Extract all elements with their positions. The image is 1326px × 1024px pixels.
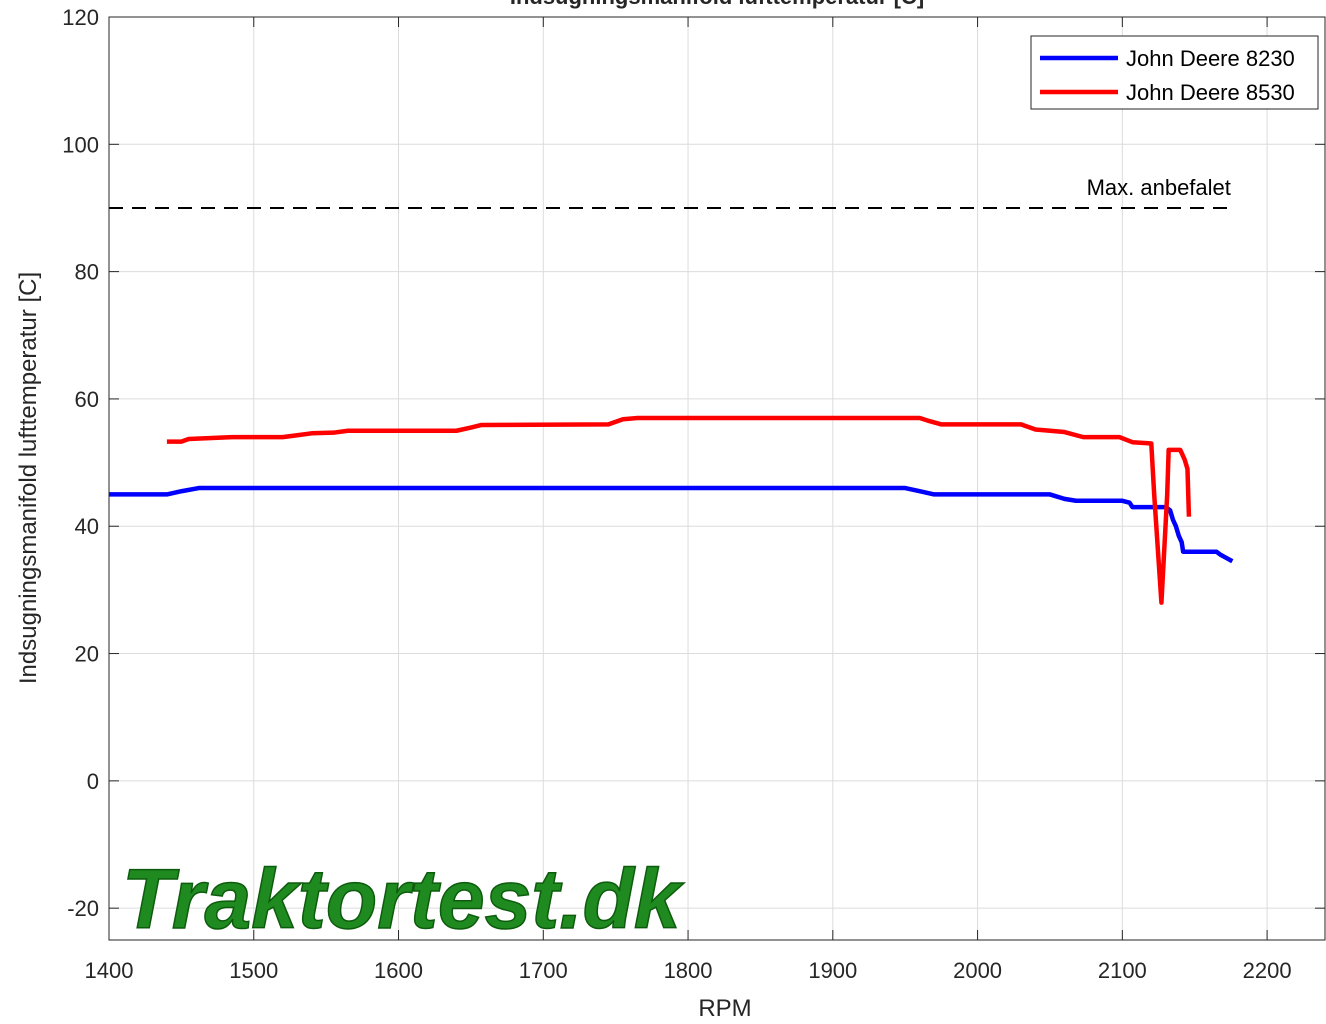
y-tick-label: -20 (67, 896, 99, 921)
legend-box (1030, 35, 1319, 110)
y-tick-label: 0 (87, 769, 99, 794)
x-tick-label: 2200 (1243, 958, 1292, 983)
chart-title: Indsugningsmanifold lufttemperatur [C] (510, 0, 924, 9)
legend-label: John Deere 8530 (1126, 80, 1295, 105)
x-tick-label: 1600 (374, 958, 423, 983)
reference-label: Max. anbefalet (1087, 175, 1231, 200)
y-tick-label: 40 (75, 514, 99, 539)
series-line (166, 415, 1192, 605)
x-tick-label: 1900 (808, 958, 857, 983)
x-tick-label: 1500 (229, 958, 278, 983)
y-tick-label: 80 (75, 260, 99, 285)
y-tick-label: 120 (62, 5, 99, 30)
x-axis-label: RPM (698, 995, 751, 1022)
x-tick-label: 1800 (664, 958, 713, 983)
y-axis-label: Indsugningsmanifold lufttemperatur [C] (15, 272, 42, 684)
watermark: Traktortest.dk (122, 852, 685, 946)
plot-frame (108, 16, 1326, 941)
y-tick-label: 60 (75, 387, 99, 412)
y-tick-label: 100 (62, 132, 99, 157)
y-tick-label: 20 (75, 642, 99, 667)
x-tick-label: 1700 (519, 958, 568, 983)
x-tick-label: 1400 (85, 958, 134, 983)
x-tick-label: 2000 (953, 958, 1002, 983)
series-line (109, 485, 1234, 564)
legend-label: John Deere 8230 (1126, 46, 1295, 71)
x-tick-label: 2100 (1098, 958, 1147, 983)
